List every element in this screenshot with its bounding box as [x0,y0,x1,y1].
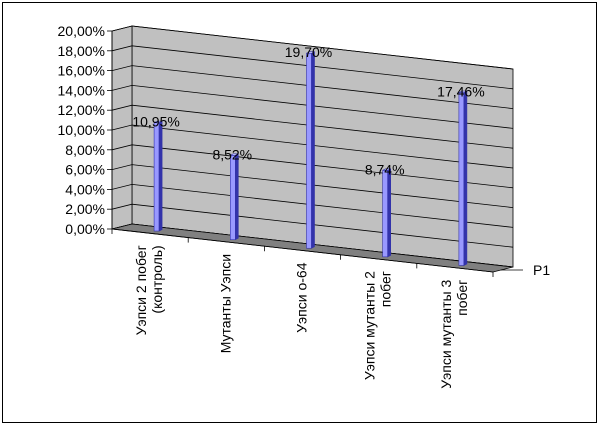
bar-side [463,90,468,266]
data-label: 8,52% [212,146,252,162]
data-label: 10,95% [132,114,179,130]
category-label: Уэпси о-64 [294,262,310,333]
category-label: Уэпси мутанты 2 [362,271,378,380]
y-tick-label: 8,00% [65,142,105,158]
y-tick-label: 4,00% [65,181,105,197]
bar [306,51,315,249]
category-label: Мутанты Уэпси [217,254,233,353]
bars-group [153,51,468,266]
gridline [111,45,514,90]
y-tick-label: 16,00% [58,63,105,79]
data-label: 17,46% [437,84,484,100]
bar-front [458,92,465,266]
bar-top [153,120,163,123]
bar-front [382,170,389,258]
bar-front [230,155,236,240]
gridline [111,124,514,169]
bar [382,168,392,258]
y-tick-label: 10,00% [58,122,105,138]
gridline [111,65,514,109]
y-tick-label: 6,00% [65,162,105,178]
plot-area: 0,00% 2,00% 4,00% 6,00% 8,00% 10,00% 12,00% 14,… [58,23,523,277]
data-label: 19,70% [285,44,332,60]
bar-top [382,168,391,171]
y-tick-label: 20,00% [58,23,105,39]
y-tick-label: 14,00% [58,82,105,98]
series-label: Р1 [533,262,550,278]
bar-side [235,153,239,241]
bar-front [153,122,160,232]
bar-top [230,153,239,156]
y-tick-label: 0,00% [65,221,105,237]
bar [458,90,468,266]
bar-side [158,120,163,232]
gridline [111,84,514,129]
bar-top [306,51,315,54]
category-label: (контроль) [149,245,165,313]
x-axis-line [111,228,494,273]
bar [153,120,163,232]
data-label: 8,74% [365,161,405,177]
bar-top [458,90,468,93]
category-label: побег [378,271,394,307]
labels-group: Уэпси 2 побег (контроль) Мутанты Уэпси Уэпс… [132,44,550,389]
category-label: Уэпси 2 побег [133,245,149,335]
y-tick-label: 2,00% [65,201,105,217]
bar [230,153,239,241]
bar-side [387,168,392,258]
bar-side [311,51,315,249]
y-tick-label: 12,00% [58,102,105,118]
gridline [111,104,514,149]
category-label: побег [454,280,470,316]
gridline [111,25,514,70]
y-tick-label: 18,00% [58,43,105,59]
category-label: Уэпси мутанты 3 [438,279,454,388]
bar-front [306,52,312,249]
